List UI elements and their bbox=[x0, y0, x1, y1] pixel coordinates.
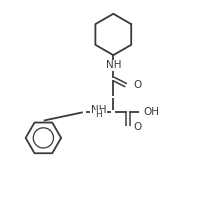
Text: NH: NH bbox=[105, 60, 120, 70]
Text: O: O bbox=[133, 80, 141, 90]
Text: H: H bbox=[95, 110, 101, 119]
Text: OH: OH bbox=[143, 107, 159, 117]
Text: O: O bbox=[133, 122, 141, 132]
Text: NH: NH bbox=[90, 105, 106, 115]
